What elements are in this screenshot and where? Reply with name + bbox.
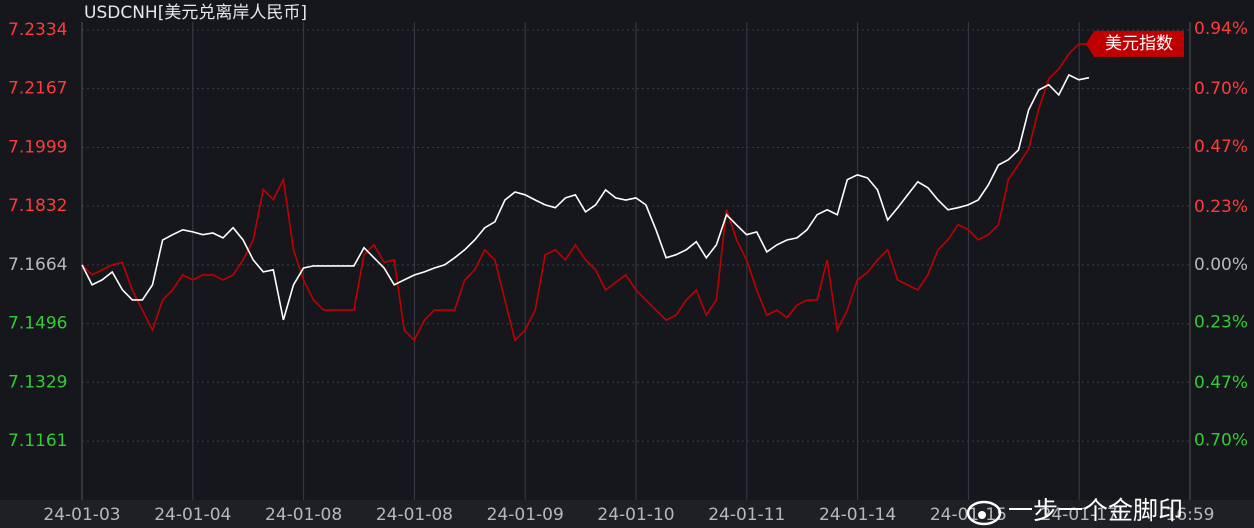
- legend-tag: 美元指数: [1105, 34, 1173, 54]
- x-tick-label: 24-01-03: [43, 505, 120, 525]
- x-tick-label: 24-01-17: [1041, 505, 1118, 525]
- y-tick-label: 7.1161: [8, 431, 67, 451]
- x-tick-label: 24-01-04: [154, 505, 231, 525]
- x-tick-label: 16:59: [1166, 505, 1215, 525]
- y-tick-label: 7.2334: [8, 20, 67, 40]
- y2-tick-label: 0.70%: [1194, 79, 1248, 99]
- y2-tick-label: 0.00%: [1194, 255, 1248, 275]
- chart-title: USDCNH[美元兑离岸人民币]: [84, 3, 307, 23]
- x-tick-label: 24-01-10: [597, 505, 674, 525]
- y2-tick-label: 0.47%: [1194, 373, 1248, 393]
- watermark-icon: [966, 500, 1002, 526]
- series-line: [81, 73, 1090, 321]
- watermark-icon-dot: [978, 511, 986, 519]
- x-tick-label: 24-01-08: [265, 505, 342, 525]
- y-tick-label: 7.1329: [8, 372, 67, 392]
- y-tick-label: 7.2167: [8, 79, 67, 99]
- y-tick-label: 7.1832: [8, 196, 67, 216]
- y-tick-label: 7.1664: [8, 255, 67, 275]
- x-tick-label: 24-01-14: [819, 505, 896, 525]
- y2-tick-label: 0.23%: [1194, 197, 1248, 217]
- watermark: 一步一个金脚印: [1008, 496, 1183, 525]
- y-tick-label: 7.1999: [8, 137, 67, 157]
- legend-tag-box: [1086, 30, 1184, 57]
- x-axis-strip: [0, 500, 1254, 528]
- y2-tick-label: 0.94%: [1194, 19, 1248, 39]
- series-line: [81, 43, 1089, 342]
- x-tick-label: 24-01-08: [376, 505, 453, 525]
- y-tick-label: 7.1496: [8, 314, 67, 334]
- watermark-group: 一步一个金脚印: [966, 496, 1183, 526]
- x-tick-label: 24-01-09: [487, 505, 564, 525]
- y2-tick-label: 0.47%: [1194, 137, 1248, 157]
- x-tick-label: 24-01-11: [708, 505, 785, 525]
- y2-tick-label: 0.23%: [1194, 313, 1248, 333]
- y2-tick-label: 0.70%: [1194, 431, 1248, 451]
